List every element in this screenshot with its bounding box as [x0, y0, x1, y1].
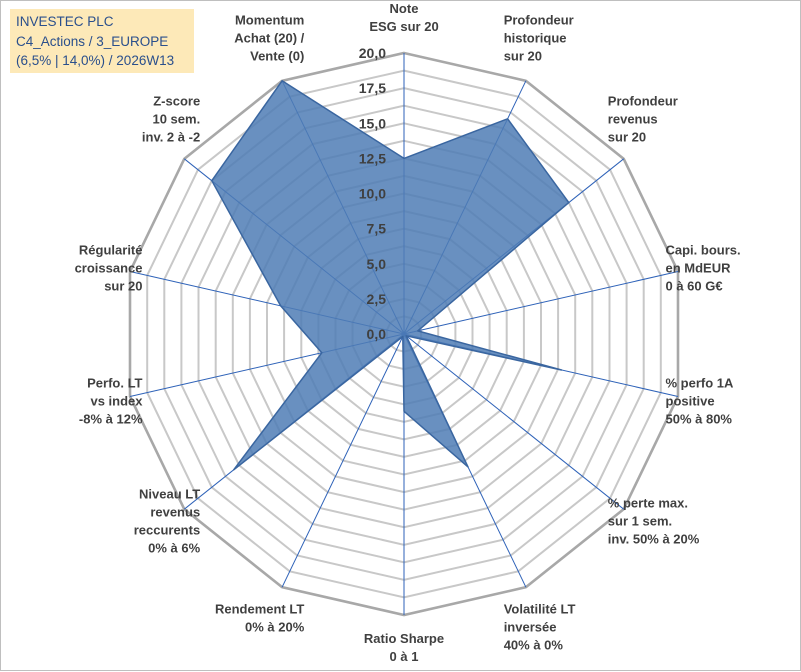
axis-label: % perfo 1A positive 50% à 80%	[666, 376, 735, 427]
axis-label-line: Profondeur	[608, 94, 678, 109]
axis-label-line: Ratio Sharpe	[364, 631, 444, 646]
tick-label: 12,5	[359, 150, 386, 166]
tick-label: 20,0	[359, 45, 386, 61]
axis-label-line: Note	[390, 1, 419, 16]
axis-label-line: Z-score	[153, 94, 200, 109]
axis-label: Momentum Achat (20) / Vente (0)	[234, 13, 304, 64]
axis-label-line: 0 à 1	[390, 649, 419, 664]
chart-title-stats: (6,5% | 14,0%) / 2026W13	[16, 51, 194, 71]
axis-label-line: inv. 2 à -2	[142, 130, 200, 145]
axis-label: Profondeur revenus sur 20	[608, 94, 678, 145]
axis-label-line: reccurents	[134, 522, 200, 537]
axis-label: Niveau LT revenus reccurents 0% à 6%	[134, 486, 201, 555]
axis-label-line: 0 à 60 G€	[666, 279, 723, 294]
axis-label-line: revenus	[608, 112, 658, 127]
series-area	[212, 81, 569, 470]
axis-label-line: 0% à 6%	[148, 540, 200, 555]
axis-label-line: positive	[666, 394, 715, 409]
axis-label-line: Niveau LT	[139, 486, 200, 501]
axis-label-line: sur 20	[608, 130, 646, 145]
axis-label: Note ESG sur 20	[369, 1, 438, 34]
axis-label-line: sur 20	[504, 49, 542, 64]
axis-label-line: ESG sur 20	[369, 19, 438, 34]
tick-label: 10,0	[359, 186, 386, 202]
tick-label: 5,0	[367, 256, 387, 272]
axis-label-line: en MdEUR	[666, 261, 732, 276]
tick-label: 0,0	[367, 326, 387, 342]
axis-label-line: 40% à 0%	[504, 637, 564, 652]
axis-label-line: Profondeur	[504, 13, 574, 28]
tick-label: 2,5	[367, 291, 387, 307]
axis-label-line: 50% à 80%	[666, 412, 733, 427]
axis-label: Z-score 10 sem. inv. 2 à -2	[142, 94, 200, 145]
axis-label-line: 0% à 20%	[245, 619, 305, 634]
axis-label-line: revenus	[150, 504, 200, 519]
chart-title-box: INVESTEC PLC C4_Actions / 3_EUROPE (6,5%…	[10, 9, 194, 73]
axis-label-line: % perfo 1A	[666, 376, 735, 391]
axis-label-line: % perte max.	[608, 495, 688, 510]
axis-label-line: inv. 50% à 20%	[608, 531, 700, 546]
chart-title-company: INVESTEC PLC	[16, 12, 194, 32]
axis-label: Profondeur historique sur 20	[504, 13, 574, 64]
axis-label-line: Régularité	[79, 243, 143, 258]
axis-label: % perte max. sur 1 sem. inv. 50% à 20%	[608, 495, 700, 546]
tick-label: 17,5	[359, 80, 386, 96]
axis-label-line: Rendement LT	[215, 601, 304, 616]
chart-title-category: C4_Actions / 3_EUROPE	[16, 32, 194, 52]
axis-label-line: -8% à 12%	[79, 412, 143, 427]
tick-label: 7,5	[367, 221, 387, 237]
axis-label: Capi. bours. en MdEUR 0 à 60 G€	[666, 243, 741, 294]
axis-label: Régularité croissance sur 20	[75, 243, 143, 294]
axis-label-line: inversée	[504, 619, 557, 634]
axis-label-line: sur 1 sem.	[608, 513, 672, 528]
axis-label-line: Perfo. LT	[87, 376, 142, 391]
axis-label-line: Capi. bours.	[666, 243, 741, 258]
axis-label-line: croissance	[75, 261, 143, 276]
axis-label-line: Momentum	[235, 13, 304, 28]
axis-label: Volatilité LT inversée 40% à 0%	[504, 601, 576, 652]
axis-label-line: 10 sem.	[152, 112, 200, 127]
axis-label-line: vs index	[90, 394, 143, 409]
axis-label-line: Achat (20) /	[234, 31, 304, 46]
axis-label-line: Volatilité LT	[504, 601, 576, 616]
axis-label: Ratio Sharpe 0 à 1	[364, 631, 444, 664]
axis-label-line: sur 20	[104, 279, 142, 294]
axis-label-line: Vente (0)	[250, 49, 304, 64]
series-layer	[212, 81, 569, 470]
axis-label-line: historique	[504, 31, 567, 46]
axis-label: Rendement LT 0% à 20%	[215, 601, 305, 634]
tick-label: 15,0	[359, 115, 386, 131]
axis-label: Perfo. LT vs index -8% à 12%	[79, 376, 143, 427]
